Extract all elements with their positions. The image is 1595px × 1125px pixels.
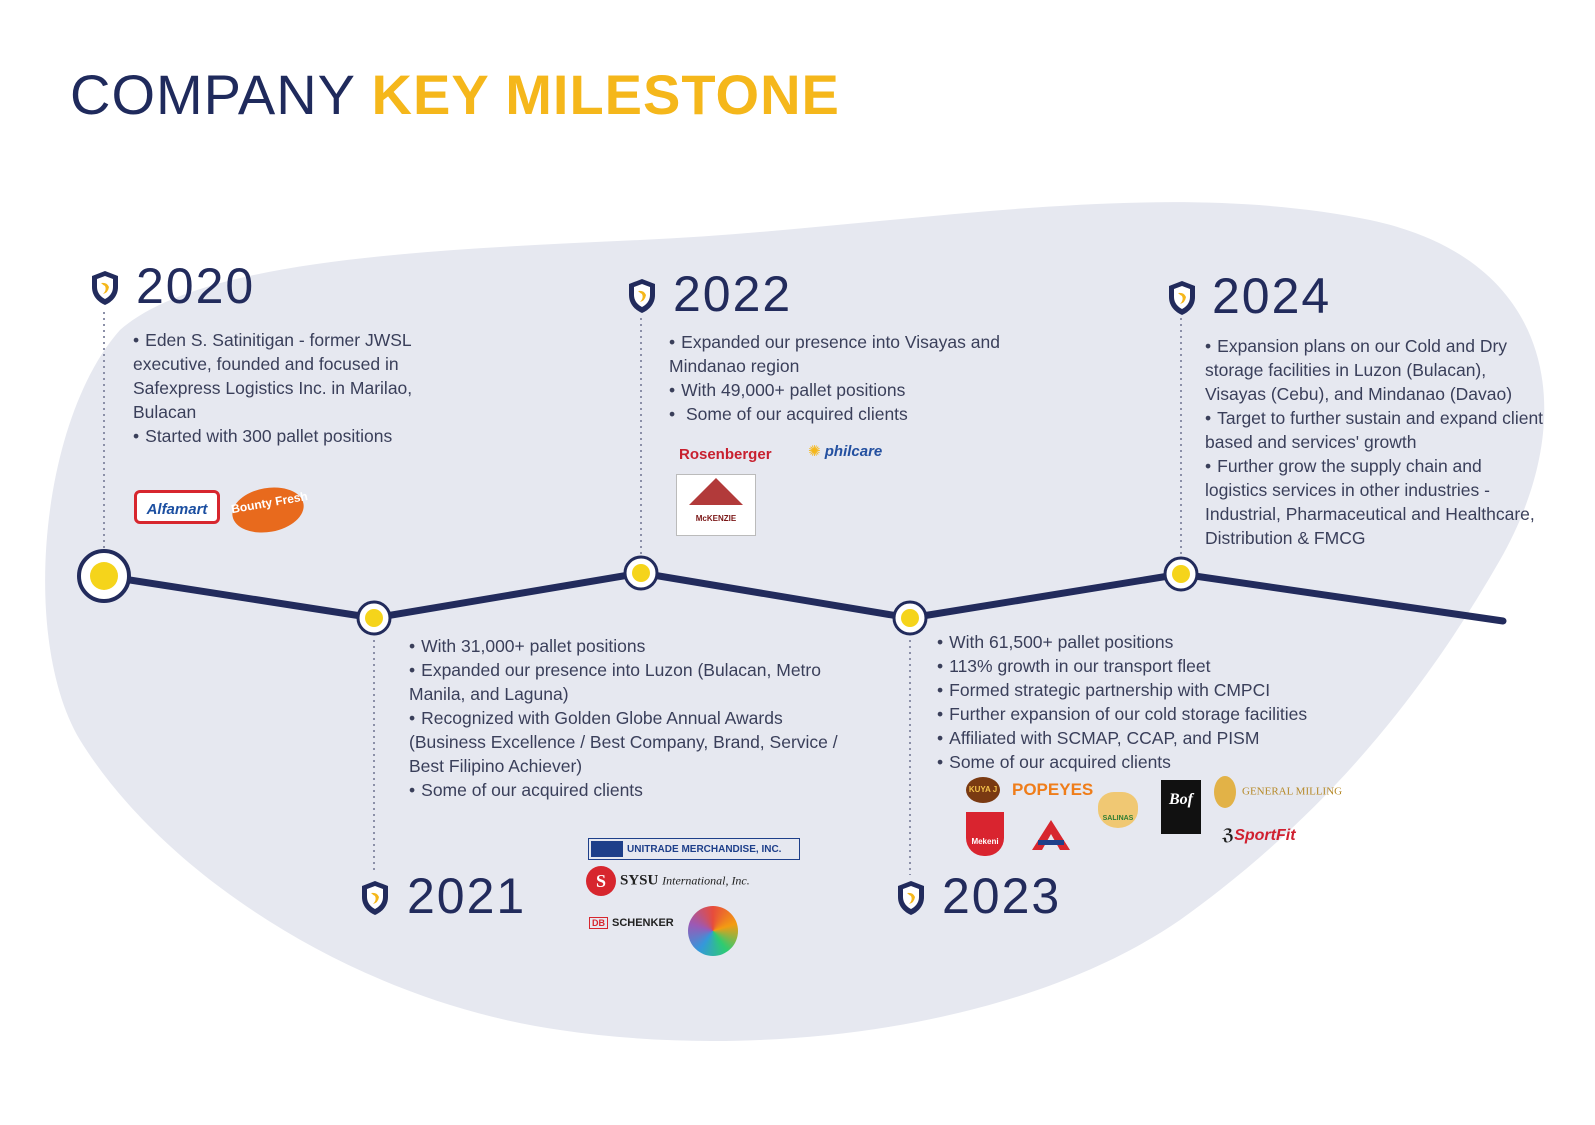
timeline-node-2021 bbox=[356, 600, 392, 636]
philcare-logo: ✺ philcare bbox=[808, 443, 883, 460]
list-item: • Further expansion of our cold storage f… bbox=[937, 704, 1308, 724]
title-part-2: KEY MILESTONE bbox=[371, 63, 840, 126]
unitrade-logo: UNITRADE MERCHANDISE, INC. bbox=[588, 838, 800, 860]
list-item: • Expansion plans on our Cold and Dry sto… bbox=[1205, 336, 1513, 404]
milestone-2023-list: • With 61,500+ pallet positions • 113% gro… bbox=[937, 630, 1367, 774]
popeyes-logo: POPEYES bbox=[1012, 780, 1094, 799]
list-item: • Expanded our presence into Visayas and … bbox=[669, 332, 1000, 376]
list-item: • With 61,500+ pallet positions bbox=[937, 632, 1174, 652]
list-item: • Further grow the supply chain and logis… bbox=[1205, 456, 1535, 548]
dashed-connectors bbox=[103, 312, 1182, 875]
list-item: • With 49,000+ pallet positions bbox=[669, 380, 906, 400]
year-2021: 2021 bbox=[407, 868, 527, 924]
wheat-icon bbox=[1214, 776, 1236, 808]
general-milling-logo: GENERAL MILLING bbox=[1214, 776, 1342, 808]
timeline-line bbox=[100, 569, 1507, 625]
rosenberger-logo: Rosenberger bbox=[679, 446, 772, 463]
swirl-logo bbox=[688, 906, 738, 956]
year-2022: 2022 bbox=[673, 266, 793, 322]
shield-icon bbox=[898, 881, 924, 915]
timeline-node-2023 bbox=[892, 600, 928, 636]
milestone-2024-list: • Expansion plans on our Cold and Dry sto… bbox=[1205, 334, 1545, 550]
tree-icon bbox=[689, 478, 743, 505]
shield-icon bbox=[92, 271, 118, 305]
list-item: • Expanded our presence into Luzon (Bulac… bbox=[409, 660, 821, 704]
list-item: • 113% growth in our transport fleet bbox=[937, 656, 1211, 676]
year-2023: 2023 bbox=[942, 868, 1062, 924]
mckenzie-logo: McKENZIE bbox=[676, 474, 756, 536]
db-schenker-logo: DB SCHENKER bbox=[589, 917, 674, 929]
milestone-2020-list: • Eden S. Satinitigan - former JWSL execu… bbox=[133, 328, 433, 448]
list-item: • Some of our acquired clients bbox=[669, 404, 908, 424]
year-2020: 2020 bbox=[136, 258, 256, 314]
milestone-2022-list: • Expanded our presence into Visayas and … bbox=[669, 330, 1039, 426]
year-2024: 2024 bbox=[1212, 268, 1332, 324]
list-item: • Some of our acquired clients bbox=[409, 780, 643, 800]
timeline-node-2022 bbox=[623, 555, 659, 591]
swoosh-icon: ℨ bbox=[1222, 827, 1235, 844]
list-item: • Eden S. Satinitigan - former JWSL execu… bbox=[133, 330, 413, 422]
title-part-1: COMPANY bbox=[70, 63, 372, 126]
milestone-2021-list: • With 31,000+ pallet positions • Expanded… bbox=[409, 634, 839, 802]
sysu-logo: S SYSU International, Inc. bbox=[586, 866, 750, 896]
unitrade-mark-icon bbox=[591, 841, 623, 857]
list-item: • With 31,000+ pallet positions bbox=[409, 636, 646, 656]
list-item: • Formed strategic partnership with CMPCI bbox=[937, 680, 1271, 700]
sportfit-logo: ℨSportFit bbox=[1222, 827, 1296, 844]
shield-icon bbox=[362, 881, 388, 915]
list-item: • Recognized with Golden Globe Annual Awa… bbox=[409, 708, 838, 776]
shield-icon bbox=[1169, 281, 1195, 315]
list-item: • Some of our acquired clients bbox=[937, 752, 1171, 772]
salinas-logo: SALINAS bbox=[1098, 792, 1138, 828]
alfamart-logo: Alfamart bbox=[134, 490, 220, 524]
timeline-node-2024 bbox=[1163, 556, 1199, 592]
a-brand-logo bbox=[1032, 820, 1070, 850]
timeline-node-2020 bbox=[77, 549, 131, 603]
star-icon: ✺ bbox=[808, 443, 821, 460]
mekeni-logo: Mekeni bbox=[966, 812, 1004, 856]
sysu-mark-icon: S bbox=[586, 866, 616, 896]
kuya-j-logo: KUYA J bbox=[966, 777, 1000, 803]
page-title: COMPANY KEY MILESTONE bbox=[70, 62, 840, 128]
list-item: • Affiliated with SCMAP, CCAP, and PISM bbox=[937, 728, 1260, 748]
shield-icon bbox=[629, 279, 655, 313]
list-item: • Target to further sustain and expand cl… bbox=[1205, 408, 1544, 452]
bof-logo: Bof bbox=[1161, 780, 1201, 834]
list-item: • Started with 300 pallet positions bbox=[133, 426, 393, 446]
